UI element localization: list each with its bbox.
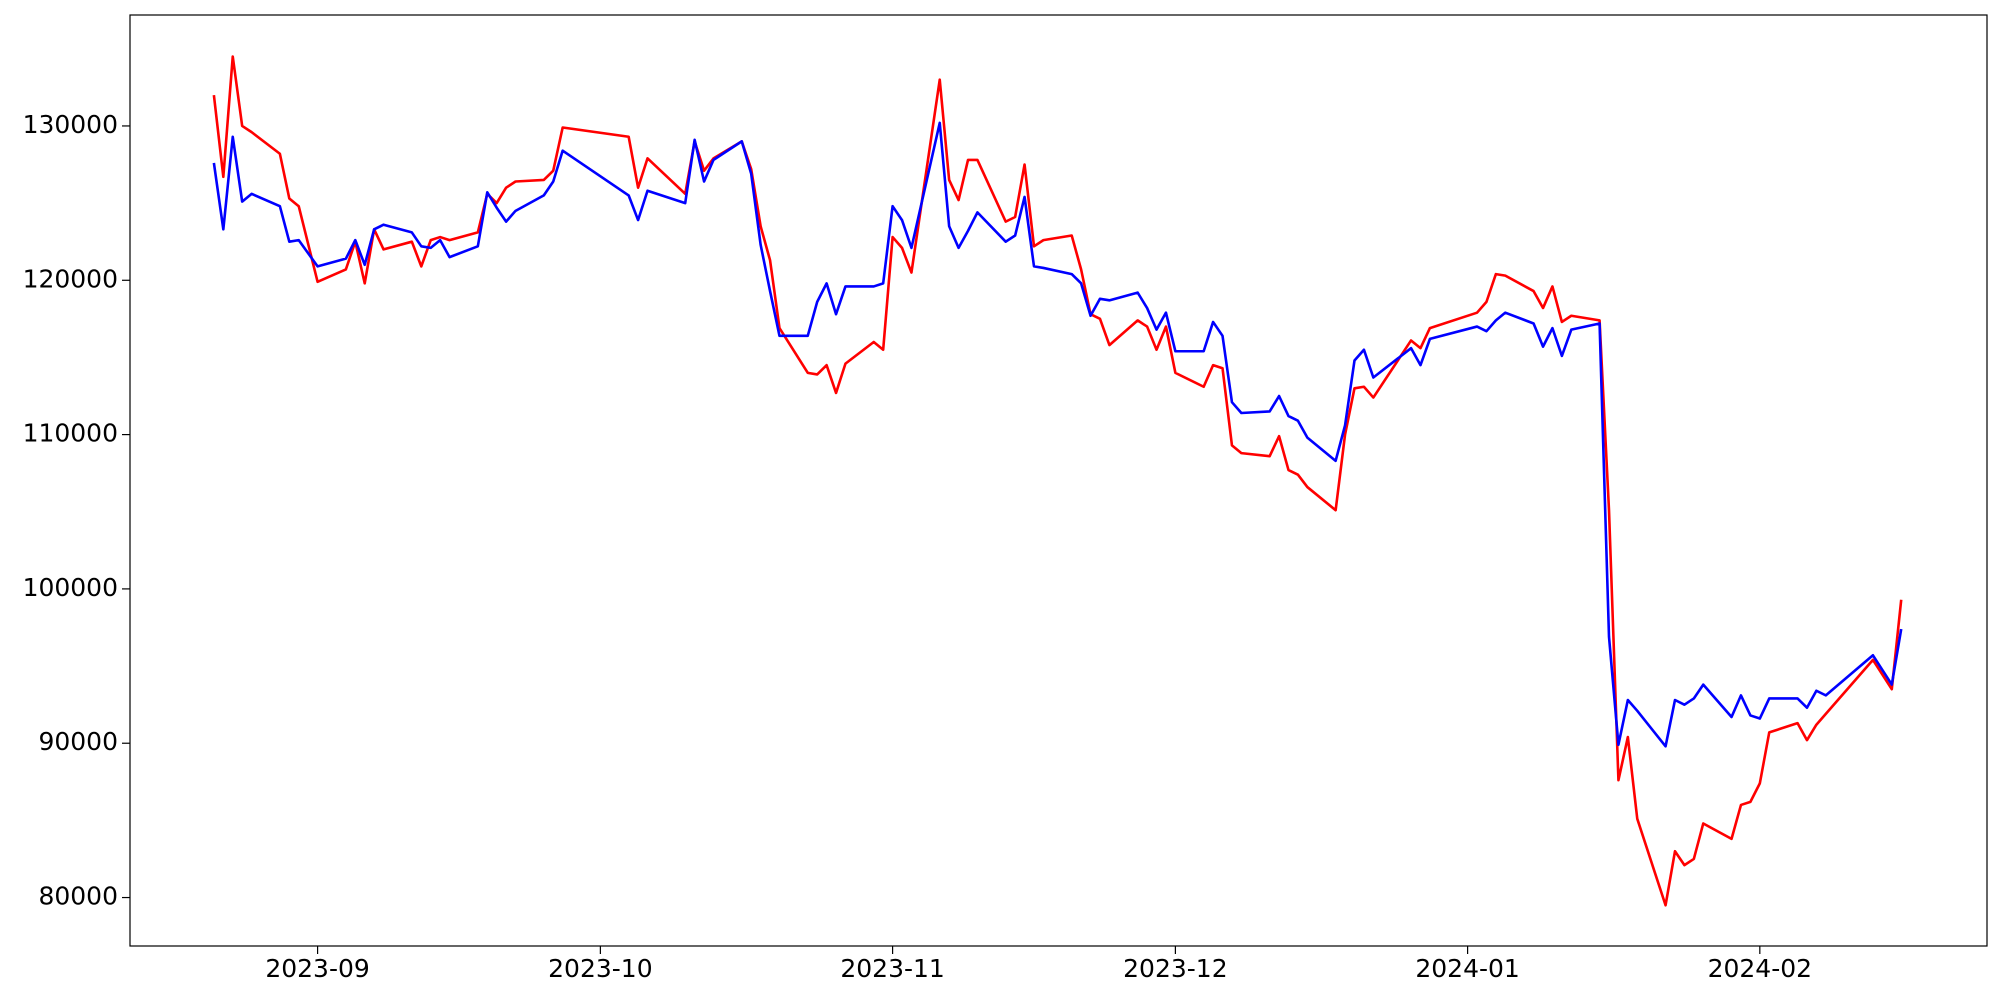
series-line [212,121,1903,748]
plot-frame [129,14,1988,947]
y-tick-label: 80000 [38,882,118,911]
series-line [212,55,1903,907]
y-tick-label: 120000 [23,264,118,293]
x-tick-label: 2023-09 [265,954,369,983]
x-tick-label: 2024-02 [1708,954,1812,983]
x-tick-label: 2023-11 [840,954,944,983]
x-tick-label: 2023-10 [548,954,652,983]
y-tick-label: 90000 [38,727,118,756]
y-tick-label: 130000 [23,110,118,139]
x-tick-label: 2023-12 [1123,954,1227,983]
y-tick-label: 100000 [23,573,118,602]
x-tick-label: 2024-01 [1415,954,1519,983]
y-tick-label: 110000 [23,419,118,448]
